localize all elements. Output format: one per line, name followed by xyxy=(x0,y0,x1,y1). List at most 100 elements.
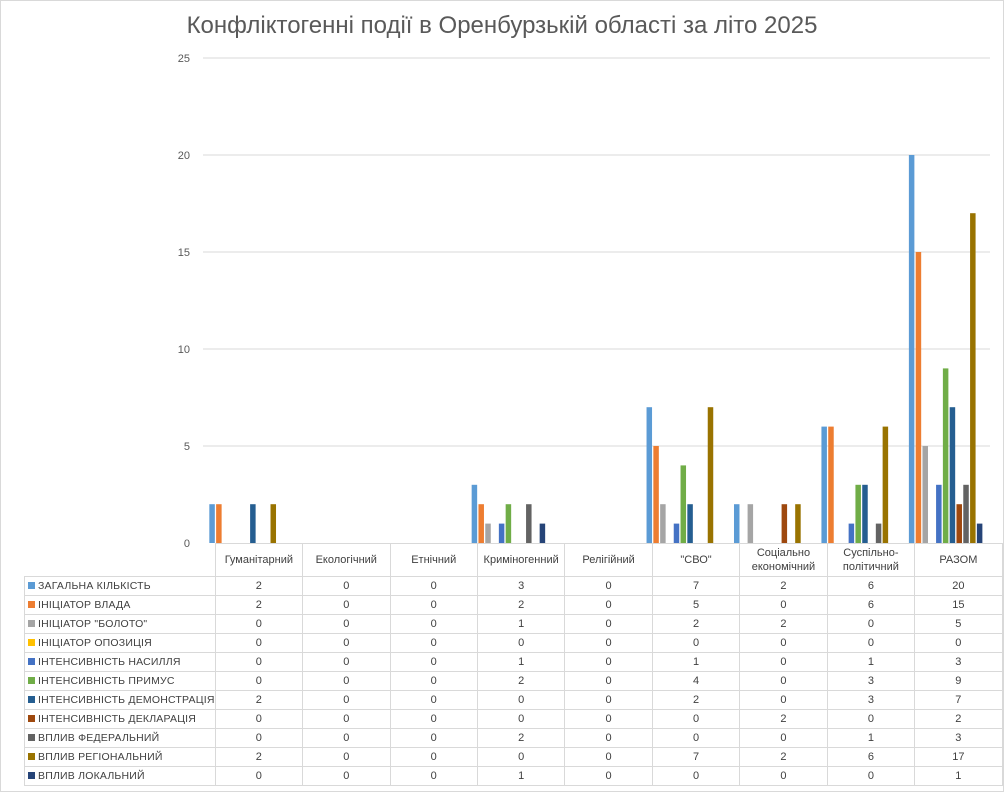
series-name: ІНТЕНСИВНІСТЬ НАСИЛЛЯ xyxy=(38,656,181,668)
table-cell: 0 xyxy=(739,671,828,691)
table-cell: 0 xyxy=(476,633,566,653)
table-cell: 9 xyxy=(914,671,1003,691)
series-name: ІНІЦІАТОР ОПОЗИЦІЯ xyxy=(38,637,152,649)
table-cell: 0 xyxy=(302,671,391,691)
table-cell: 2 xyxy=(214,747,304,767)
series-name: ВПЛИВ РЕГІОНАЛЬНИЙ xyxy=(38,751,163,763)
table-cell: 5 xyxy=(914,614,1003,634)
bar xyxy=(781,504,788,543)
bar xyxy=(970,213,976,543)
table-cell: 0 xyxy=(564,652,653,672)
bar xyxy=(498,523,505,543)
table-cell: 3 xyxy=(476,576,566,596)
bar xyxy=(956,504,962,543)
table-cell: 2 xyxy=(739,709,828,729)
bar xyxy=(733,504,740,543)
bar xyxy=(855,484,861,543)
table-cell: 0 xyxy=(389,633,478,653)
bar xyxy=(270,504,277,543)
table-cell: 0 xyxy=(302,690,391,710)
legend-entry: ІНТЕНСИВНІСТЬ ДЕКЛАРАЦІЯ xyxy=(24,709,216,729)
table-row: ІНТЕНСИВНІСТЬ НАСИЛЛЯ 0 0 0 1 0 1 0 1 3 xyxy=(24,652,1003,672)
table-cell: 0 xyxy=(302,766,391,786)
legend-entry: ІНТЕНСИВНІСТЬ ПРИМУС xyxy=(24,671,216,691)
bar xyxy=(673,523,680,543)
table-cell: 0 xyxy=(302,576,391,596)
bar xyxy=(747,504,754,543)
legend-entry: ВПЛИВ ЛОКАЛЬНИЙ xyxy=(24,766,216,786)
y-tick-label: 10 xyxy=(178,344,190,356)
bar xyxy=(707,407,714,543)
table-cell: 0 xyxy=(564,709,653,729)
table-row: ІНІЦІАТОР ВЛАДА 2 0 0 2 0 5 0 6 15 xyxy=(24,595,1003,615)
table-cell: 0 xyxy=(389,690,478,710)
table-cell: 0 xyxy=(739,652,828,672)
table-cell: 0 xyxy=(739,728,828,748)
legend-swatch xyxy=(28,619,35,627)
bar xyxy=(942,368,949,543)
table-cell: 0 xyxy=(739,633,828,653)
table-cell: 0 xyxy=(389,576,478,596)
table-cell: 0 xyxy=(302,633,391,653)
category-label: Релігійний xyxy=(564,543,653,577)
chart-title: Конфліктогенні події в Оренбурзькій обла… xyxy=(186,12,818,39)
table-cell: 3 xyxy=(914,728,1003,748)
legend-entry: ІНІЦІАТОР ВЛАДА xyxy=(24,595,216,615)
legend-swatch xyxy=(28,714,35,722)
legend-entry: ІНТЕНСИВНІСТЬ ДЕМОНСТРАЦІЯ xyxy=(24,690,216,710)
table-cell: 0 xyxy=(564,576,653,596)
series-name: ЗАГАЛЬНА КІЛЬКІСТЬ xyxy=(38,580,151,592)
table-cell: 0 xyxy=(302,709,391,729)
bar xyxy=(526,504,532,543)
table-cell: 1 xyxy=(651,652,741,672)
table-cell: 0 xyxy=(914,633,1003,653)
table-cell: 2 xyxy=(214,576,304,596)
bar xyxy=(250,504,256,543)
table-cell: 3 xyxy=(826,690,916,710)
table-row: ВПЛИВ ЛОКАЛЬНИЙ 0 0 0 1 0 0 0 0 1 xyxy=(24,766,1003,786)
bar xyxy=(875,523,882,543)
category-label: РАЗОМ xyxy=(914,543,1003,577)
table-cell: 2 xyxy=(651,690,741,710)
bar xyxy=(795,504,801,543)
legend-swatch xyxy=(28,695,35,703)
table-row: ВПЛИВ ФЕДЕРАЛЬНИЙ 0 0 0 2 0 0 0 1 3 xyxy=(24,728,1003,748)
bar xyxy=(505,504,512,543)
bar xyxy=(922,446,928,543)
bar xyxy=(216,504,222,543)
bar xyxy=(646,407,653,543)
table-cell: 17 xyxy=(914,747,1003,767)
table-cell: 0 xyxy=(826,709,916,729)
legend-entry: ІНІЦІАТОР "БОЛОТО" xyxy=(24,614,216,634)
table-cell: 7 xyxy=(651,747,741,767)
table-row: ІНТЕНСИВНІСТЬ ДЕКЛАРАЦІЯ 0 0 0 0 0 0 2 0 2 xyxy=(24,709,1003,729)
category-label: Суспільно-політичний xyxy=(826,543,916,577)
table-cell: 0 xyxy=(389,652,478,672)
table-cell: 0 xyxy=(214,652,304,672)
bar xyxy=(471,484,478,543)
legend-entry: ВПЛИВ РЕГІОНАЛЬНИЙ xyxy=(24,747,216,767)
table-cell: 1 xyxy=(914,766,1003,786)
table-row: ІНТЕНСИВНІСТЬ ДЕМОНСТРАЦІЯ 2 0 0 0 0 2 0 3 7 xyxy=(24,690,1003,710)
table-cell: 0 xyxy=(302,652,391,672)
legend-swatch xyxy=(28,676,35,684)
bar xyxy=(485,523,491,543)
bar xyxy=(848,523,855,543)
bar xyxy=(478,504,484,543)
bar xyxy=(660,504,666,543)
series-name: ВПЛИВ ФЕДЕРАЛЬНИЙ xyxy=(38,732,160,744)
table-row: ВПЛИВ РЕГІОНАЛЬНИЙ 2 0 0 0 0 7 2 6 17 xyxy=(24,747,1003,767)
legend-swatch xyxy=(28,581,35,589)
table-cell: 3 xyxy=(826,671,916,691)
series-name: ІНТЕНСИВНІСТЬ ПРИМУС xyxy=(38,675,175,687)
bar xyxy=(828,426,834,543)
table-cell: 0 xyxy=(476,690,566,710)
y-tick-label: 0 xyxy=(184,538,190,550)
y-tick-label: 5 xyxy=(184,441,190,453)
category-label: "СВО" xyxy=(651,543,741,577)
table-cell: 0 xyxy=(564,728,653,748)
series-name: ВПЛИВ ЛОКАЛЬНИЙ xyxy=(38,770,145,782)
table-cell: 0 xyxy=(389,709,478,729)
table-cell: 1 xyxy=(476,766,566,786)
table-cell: 2 xyxy=(476,595,566,615)
